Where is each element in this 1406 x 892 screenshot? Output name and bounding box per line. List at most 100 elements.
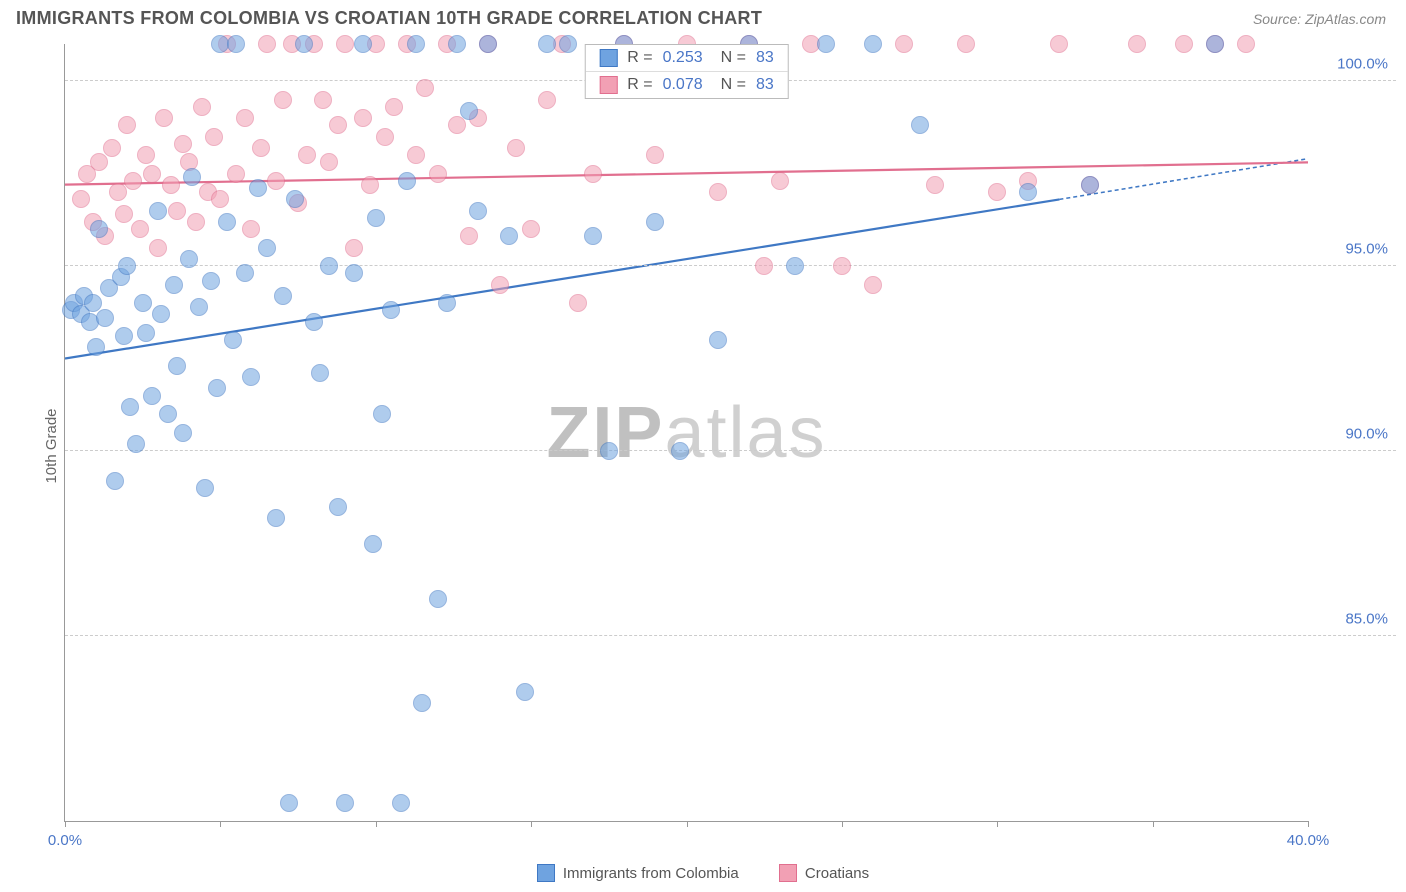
chart-container: 10th Grade ZIPatlas R = 0.253 N = 83 R =…	[50, 44, 1396, 848]
stats-legend: R = 0.253 N = 83 R = 0.078 N = 83	[584, 44, 789, 99]
data-point	[286, 190, 304, 208]
data-point	[448, 116, 466, 134]
r-value-croatians: 0.078	[663, 76, 703, 94]
n-value-colombia: 83	[756, 49, 774, 67]
data-point	[118, 257, 136, 275]
data-point	[329, 116, 347, 134]
data-point	[361, 176, 379, 194]
data-point	[559, 35, 577, 53]
n-label: N =	[721, 49, 746, 67]
data-point	[298, 146, 316, 164]
data-point	[149, 202, 167, 220]
data-point	[646, 213, 664, 231]
chart-title: IMMIGRANTS FROM COLOMBIA VS CROATIAN 10T…	[16, 8, 762, 29]
data-point	[137, 324, 155, 342]
data-point	[448, 35, 466, 53]
data-point	[236, 264, 254, 282]
data-point	[336, 35, 354, 53]
data-point	[305, 313, 323, 331]
data-point	[416, 79, 434, 97]
data-point	[364, 535, 382, 553]
data-point	[118, 116, 136, 134]
data-point	[87, 338, 105, 356]
data-point	[127, 435, 145, 453]
data-point	[1050, 35, 1068, 53]
data-point	[258, 35, 276, 53]
data-point	[311, 364, 329, 382]
x-tick-label: 40.0%	[1287, 832, 1330, 849]
data-point	[438, 294, 456, 312]
r-label: R =	[627, 49, 652, 67]
data-point	[227, 165, 245, 183]
data-point	[103, 139, 121, 157]
data-point	[895, 35, 913, 53]
data-point	[429, 165, 447, 183]
y-tick-label: 90.0%	[1345, 426, 1388, 443]
data-point	[143, 165, 161, 183]
data-point	[106, 472, 124, 490]
data-point	[569, 294, 587, 312]
data-point	[242, 368, 260, 386]
data-point	[817, 35, 835, 53]
data-point	[143, 387, 161, 405]
data-point	[538, 35, 556, 53]
y-tick-label: 100.0%	[1337, 56, 1388, 73]
data-point	[193, 98, 211, 116]
swatch-colombia	[537, 864, 555, 882]
data-point	[833, 257, 851, 275]
swatch-croatians	[779, 864, 797, 882]
data-point	[516, 683, 534, 701]
data-point	[96, 309, 114, 327]
data-point	[162, 176, 180, 194]
data-point	[180, 250, 198, 268]
data-point	[205, 128, 223, 146]
data-point	[367, 209, 385, 227]
data-point	[84, 294, 102, 312]
data-point	[336, 794, 354, 812]
y-tick-label: 95.0%	[1345, 241, 1388, 258]
data-point	[280, 794, 298, 812]
data-point	[267, 172, 285, 190]
data-point	[115, 327, 133, 345]
data-point	[320, 153, 338, 171]
x-tick-label: 0.0%	[48, 832, 82, 849]
data-point	[491, 276, 509, 294]
data-point	[190, 298, 208, 316]
data-point	[320, 257, 338, 275]
data-point	[407, 146, 425, 164]
data-point	[109, 183, 127, 201]
data-point	[507, 139, 525, 157]
data-point	[646, 146, 664, 164]
data-point	[208, 379, 226, 397]
data-point	[1237, 35, 1255, 53]
legend-item-croatians: Croatians	[779, 864, 869, 882]
data-point	[168, 357, 186, 375]
legend-label-colombia: Immigrants from Colombia	[563, 865, 739, 882]
data-point	[600, 442, 618, 460]
data-point	[1019, 183, 1037, 201]
data-point	[258, 239, 276, 257]
data-point	[196, 479, 214, 497]
data-point	[584, 227, 602, 245]
data-point	[376, 128, 394, 146]
y-axis-label: 10th Grade	[43, 408, 60, 483]
data-point	[864, 276, 882, 294]
data-point	[90, 220, 108, 238]
series-legend: Immigrants from Colombia Croatians	[0, 864, 1406, 886]
data-point	[671, 442, 689, 460]
data-point	[1081, 176, 1099, 194]
data-point	[249, 179, 267, 197]
data-point	[236, 109, 254, 127]
data-point	[149, 239, 167, 257]
source-attribution: Source: ZipAtlas.com	[1253, 11, 1386, 27]
data-point	[709, 331, 727, 349]
data-point	[385, 98, 403, 116]
data-point	[382, 301, 400, 319]
data-point	[373, 405, 391, 423]
data-point	[131, 220, 149, 238]
watermark: ZIPatlas	[546, 392, 826, 474]
data-point	[211, 190, 229, 208]
data-point	[926, 176, 944, 194]
data-point	[1128, 35, 1146, 53]
data-point	[183, 168, 201, 186]
